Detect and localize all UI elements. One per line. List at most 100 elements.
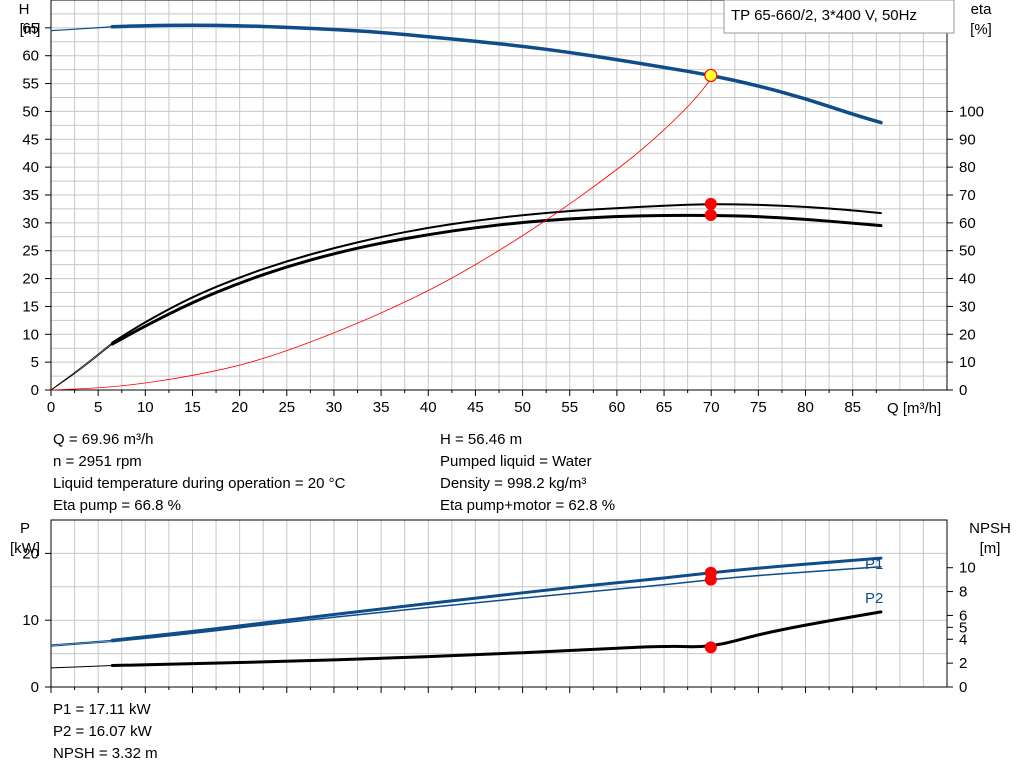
top-ticks: 0 5 10 15 20 25 30 35 40 45 50 55 60 65 70 75 80 85 0 5 10 15… xyxy=(22,20,984,416)
x-tick-label: 10 xyxy=(137,399,154,416)
flow-value: Q = 69.96 m³/h xyxy=(53,431,154,448)
operating-point-info-right: H = 56.46 m Pumped liquid = Water Densit… xyxy=(440,429,615,517)
top-right-axis-label-1: eta xyxy=(971,1,993,18)
left-tick-label: 60 xyxy=(22,48,39,65)
x-tick-label: 80 xyxy=(797,399,814,416)
bottom-grid xyxy=(51,520,947,687)
x-tick-label: 20 xyxy=(231,399,248,416)
left-tick-label: 5 xyxy=(31,354,39,371)
x-tick-label: 70 xyxy=(703,399,720,416)
series-eta-pumpmotor xyxy=(111,203,882,344)
x-tick-label: 45 xyxy=(467,399,484,416)
x-tick-label: 85 xyxy=(844,399,861,416)
series-h-ext xyxy=(50,26,113,32)
left-tick-label: 55 xyxy=(22,76,39,93)
operating-point-marker xyxy=(704,573,717,586)
right-tick-label: 100 xyxy=(959,103,984,120)
left-tick-label: 65 xyxy=(22,20,39,37)
series-npsh-ext xyxy=(50,665,113,669)
x-tick-label: 50 xyxy=(514,399,531,416)
top-points xyxy=(704,68,718,222)
left-tick-label: 35 xyxy=(22,187,39,204)
pump-label: TP 65-660/2, 3*400 V, 50Hz xyxy=(731,7,917,24)
top-right-axis-label-2: [%] xyxy=(970,21,992,38)
series-eta-ext-2 xyxy=(50,342,113,391)
series-label-p2: P2 xyxy=(865,590,883,607)
operating-point-marker xyxy=(704,209,717,222)
right-tick-label: 10 xyxy=(959,560,976,577)
right-tick-label: 90 xyxy=(959,131,976,148)
top-grid xyxy=(51,0,947,390)
right-tick-label: 10 xyxy=(959,354,976,371)
density-value: Density = 998.2 kg/m³ xyxy=(440,475,587,492)
bottom-series xyxy=(50,556,883,669)
left-tick-label: 25 xyxy=(22,243,39,260)
left-tick-label: 45 xyxy=(22,131,39,148)
left-tick-label: 0 xyxy=(31,679,39,696)
series-eta-pump xyxy=(110,213,883,346)
right-tick-label: 20 xyxy=(959,326,976,343)
x-tick-label: 40 xyxy=(420,399,437,416)
right-tick-label: 30 xyxy=(959,298,976,315)
right-tick-label: 6 xyxy=(959,607,967,624)
left-tick-label: 15 xyxy=(22,298,39,315)
series-p1-ext xyxy=(50,639,113,646)
head-value: H = 56.46 m xyxy=(440,431,523,448)
left-tick-label: 10 xyxy=(22,612,39,629)
series-p2-ext xyxy=(50,641,113,647)
npsh-value: NPSH = 3.32 m xyxy=(53,745,158,762)
top-left-axis-label-2: [m] xyxy=(20,21,41,38)
series-p2 xyxy=(111,566,882,643)
x-tick-label: 75 xyxy=(750,399,767,416)
pumped-liquid-value: Pumped liquid = Water xyxy=(440,453,592,470)
right-tick-label: 80 xyxy=(959,159,976,176)
left-tick-label: 30 xyxy=(22,215,39,232)
series-npsh xyxy=(110,610,883,668)
bottom-left-axis-label-1: P xyxy=(20,520,30,537)
power-npsh-info: P1 = 17.11 kW P2 = 16.07 kW NPSH = 3.32 … xyxy=(53,699,158,765)
series-h xyxy=(110,23,883,125)
top-left-axis-label-1: H xyxy=(19,1,30,18)
speed-value: n = 2951 rpm xyxy=(53,453,142,470)
x-tick-label: 55 xyxy=(561,399,578,416)
series-label-p1: P1 xyxy=(865,556,883,573)
right-tick-label: 40 xyxy=(959,271,976,288)
left-tick-label: 20 xyxy=(22,545,39,562)
x-tick-label: 60 xyxy=(609,399,626,416)
series-p1 xyxy=(110,556,883,642)
bottom-left-axis-label-2: [kW] xyxy=(10,540,40,557)
right-tick-label: 60 xyxy=(959,215,976,232)
left-tick-label: 50 xyxy=(22,103,39,120)
p1-value: P1 = 17.11 kW xyxy=(53,701,151,718)
x-tick-label: 5 xyxy=(94,399,102,416)
left-tick-label: 10 xyxy=(22,326,39,343)
bottom-right-axis-label-1: NPSH xyxy=(969,520,1011,537)
pump-label-box xyxy=(723,0,955,34)
eta-pump-value: Eta pump = 66.8 % xyxy=(53,497,181,514)
right-tick-label: 70 xyxy=(959,187,976,204)
x-tick-label: 35 xyxy=(373,399,390,416)
right-tick-label: 5 xyxy=(959,619,967,636)
operating-point-marker xyxy=(704,68,718,83)
left-tick-label: 0 xyxy=(31,382,39,399)
x-tick-label: 0 xyxy=(47,399,55,416)
bottom-right-axis-label-2: [m] xyxy=(980,540,1001,557)
left-tick-label: 20 xyxy=(22,271,39,288)
left-tick-label: 40 xyxy=(22,159,39,176)
right-tick-label: 2 xyxy=(959,655,967,672)
series-system xyxy=(50,72,717,391)
top-series xyxy=(50,23,883,391)
x-tick-label: 25 xyxy=(278,399,295,416)
x-tick-label: 15 xyxy=(184,399,201,416)
liquid-temperature-value: Liquid temperature during operation = 20… xyxy=(53,475,346,492)
right-tick-label: 4 xyxy=(959,631,967,648)
x-axis-label: Q [m³/h] xyxy=(887,400,941,417)
operating-point-marker xyxy=(704,197,717,210)
right-tick-label: 8 xyxy=(959,584,967,601)
operating-point-marker xyxy=(704,641,717,654)
right-tick-label: 0 xyxy=(959,382,967,399)
bottom-ticks: 0 10 20 0 2 456 8 10 xyxy=(22,545,975,696)
right-tick-label: 0 xyxy=(959,679,967,696)
bottom-points xyxy=(704,566,717,654)
